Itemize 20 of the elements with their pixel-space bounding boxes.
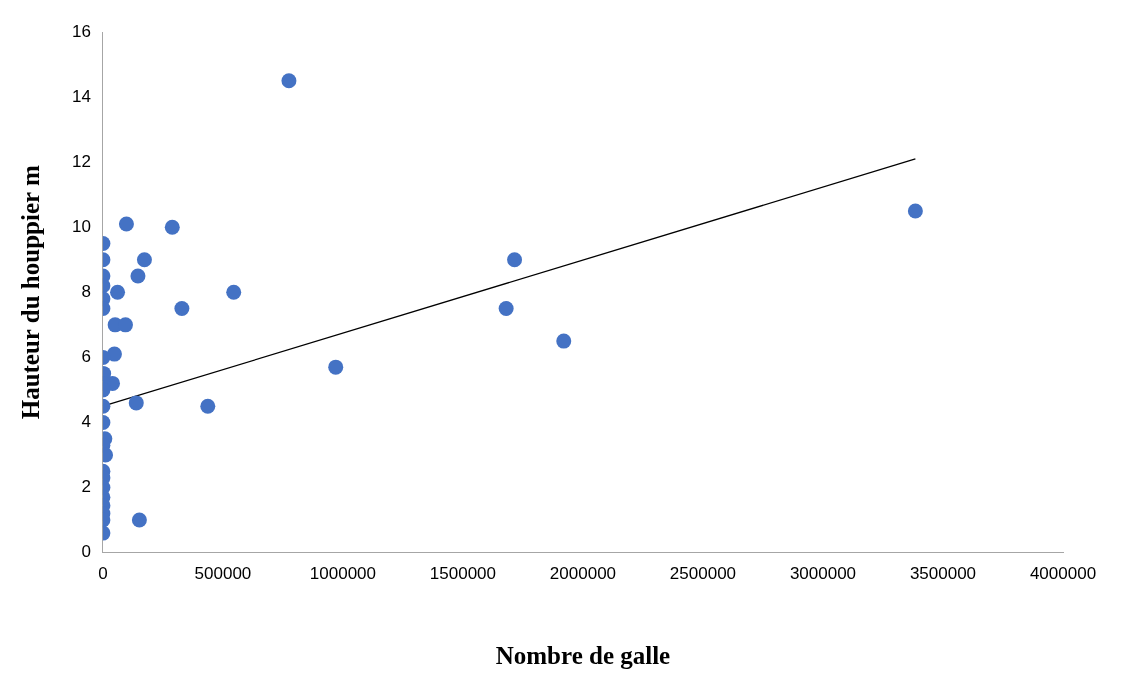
y-tick-label: 14 <box>71 86 91 106</box>
x-axis-title: Nombre de galle <box>495 642 671 670</box>
x-tick-label: 3000000 <box>789 564 857 584</box>
y-tick-label: 0 <box>81 542 91 562</box>
y-tick-label: 10 <box>71 216 91 236</box>
x-tick-label: 2000000 <box>549 564 617 584</box>
y-tick-label: 8 <box>81 281 91 301</box>
y-tick-label: 6 <box>81 347 91 367</box>
x-tick-label: 1000000 <box>309 564 377 584</box>
x-tick-label: 2500000 <box>669 564 737 584</box>
x-tick-label: 1500000 <box>429 564 497 584</box>
x-tick-label: 4000000 <box>1029 564 1097 584</box>
y-tick-label: 2 <box>81 477 91 497</box>
x-tick-label: 3500000 <box>909 564 977 584</box>
y-tick-label: 4 <box>81 412 91 432</box>
y-axis-title: Hauteur du houppier m <box>17 165 45 420</box>
x-tick-label: 500000 <box>194 564 252 584</box>
y-tick-label: 12 <box>71 151 91 171</box>
x-tick-label: 0 <box>98 564 108 584</box>
y-tick-label: 16 <box>71 21 91 41</box>
